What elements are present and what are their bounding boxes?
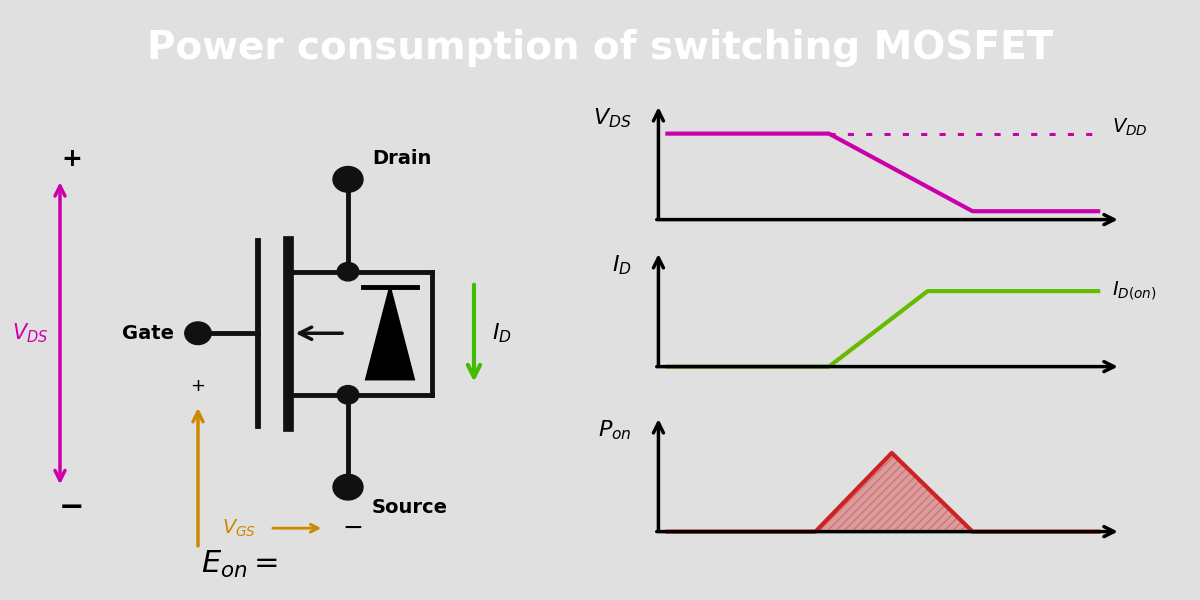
Text: $P_{on}$: $P_{on}$: [598, 418, 631, 442]
Text: +: +: [61, 147, 83, 171]
Text: +: +: [191, 377, 205, 395]
Polygon shape: [667, 453, 1098, 532]
Circle shape: [337, 386, 359, 404]
Text: Source: Source: [372, 498, 448, 517]
Circle shape: [185, 322, 211, 344]
Text: $V_{DS}$: $V_{DS}$: [12, 322, 48, 345]
Text: $V_{DS}$: $V_{DS}$: [593, 106, 631, 130]
Text: −: −: [59, 493, 85, 522]
Circle shape: [334, 475, 364, 500]
Text: Drain: Drain: [372, 149, 431, 169]
Text: −: −: [342, 516, 362, 540]
Text: $V_{DD}$: $V_{DD}$: [1111, 116, 1147, 138]
Text: Power consumption of switching MOSFET: Power consumption of switching MOSFET: [146, 29, 1054, 67]
Circle shape: [337, 262, 359, 281]
Text: $I_D$: $I_D$: [492, 322, 511, 345]
Polygon shape: [366, 287, 414, 379]
Text: $E_{on}=$: $E_{on}=$: [202, 548, 278, 580]
Circle shape: [334, 167, 364, 192]
Text: $V_{GS}$: $V_{GS}$: [222, 518, 256, 539]
Text: $I_D$: $I_D$: [612, 253, 631, 277]
Text: Gate: Gate: [122, 324, 174, 343]
Text: $I_{D(on)}$: $I_{D(on)}$: [1111, 280, 1157, 302]
